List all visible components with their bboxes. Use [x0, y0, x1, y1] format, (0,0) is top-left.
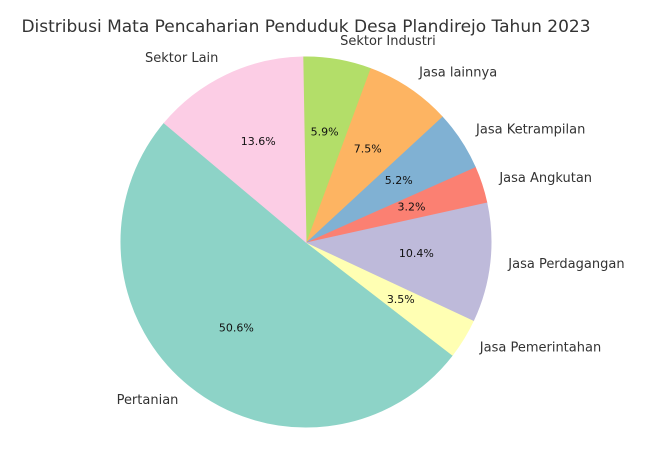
value-label: 5.2%	[385, 174, 413, 187]
chart-title: Distribusi Mata Pencaharian Penduduk Des…	[21, 17, 590, 37]
pie-slice	[163, 56, 307, 244]
value-label: 7.5%	[354, 143, 382, 156]
value-label: 50.6%	[219, 321, 254, 334]
value-label: 3.2%	[397, 200, 425, 213]
slice-label: Sektor Industri	[340, 34, 436, 49]
pie-slice	[120, 122, 454, 428]
slice-label: Jasa Pemerintahan	[479, 340, 601, 355]
pie-slice	[304, 201, 492, 321]
slice-label: Jasa lainnya	[418, 65, 497, 80]
value-label: 5.9%	[311, 126, 339, 139]
slice-label: Jasa Angkutan	[498, 171, 592, 186]
slice-label: Jasa Perdagangan	[507, 257, 624, 272]
slice-label: Sektor Lain	[145, 51, 218, 66]
value-label: 13.6%	[241, 135, 276, 148]
slice-label: Jasa Ketrampilan	[475, 123, 585, 138]
slice-label: Pertanian	[117, 393, 179, 408]
value-label: 10.4%	[399, 247, 434, 260]
value-label: 3.5%	[387, 293, 415, 306]
